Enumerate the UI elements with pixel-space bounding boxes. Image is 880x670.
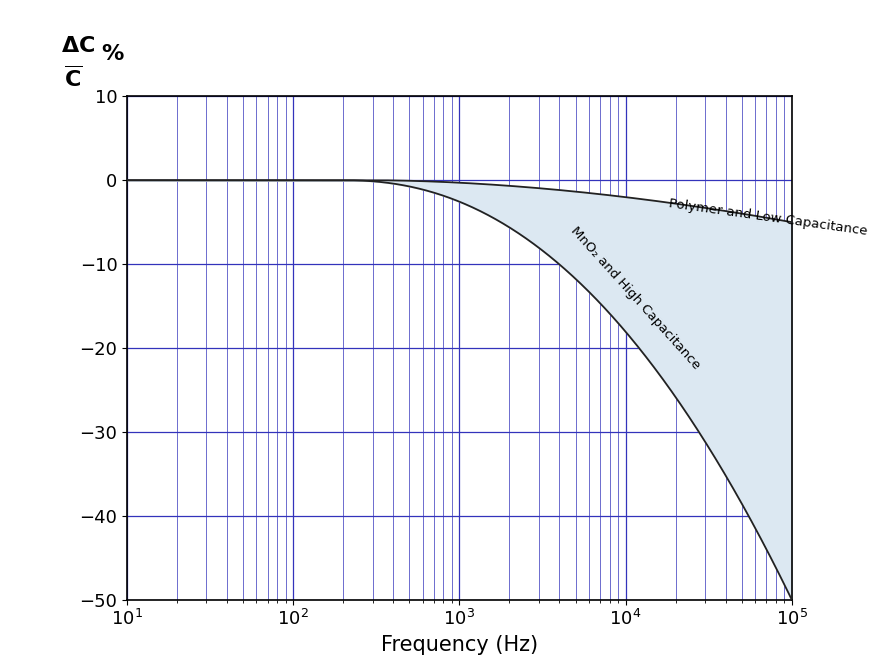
Text: $\bf{\%}$: $\bf{\%}$ [100, 44, 124, 64]
Text: MnO₂ and High Capacitance: MnO₂ and High Capacitance [568, 224, 703, 371]
Text: $\bf{\Delta}$$\bf{C}$: $\bf{\Delta}$$\bf{C}$ [61, 36, 95, 56]
Text: Polymer and Low Capacitance: Polymer and Low Capacitance [668, 198, 869, 239]
Text: $\overline{\bf{C}}$: $\overline{\bf{C}}$ [64, 66, 83, 91]
X-axis label: Frequency (Hz): Frequency (Hz) [381, 635, 538, 655]
